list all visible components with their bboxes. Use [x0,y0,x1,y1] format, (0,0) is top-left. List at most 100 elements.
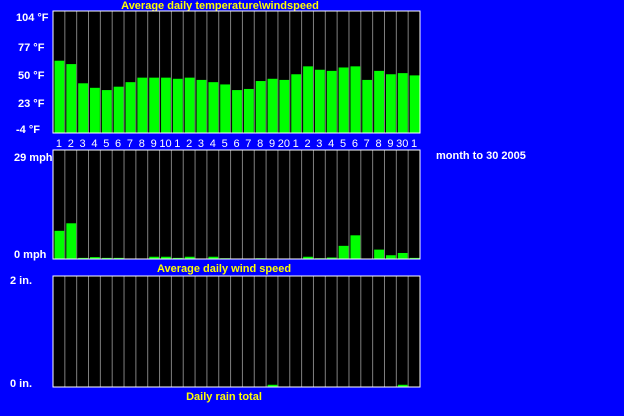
temp-ytick-label: 104 °F [16,12,49,24]
wind-bar [409,257,420,259]
temperature-bar [149,77,160,133]
temp-xtick-label: 2 [304,138,310,150]
temperature-bar [172,78,183,133]
temp-xtick-label: 4 [210,138,216,150]
temperature-bar [385,74,396,133]
temperature-bar [220,84,231,133]
temperature-bar [101,90,112,133]
wind-bar [66,223,77,259]
temperature-bar [374,70,384,133]
wind-bar [149,256,160,259]
temp-xtick-label: 9 [387,138,393,150]
temp-xtick-label: 2 [186,138,192,150]
temperature-bar [350,66,361,133]
temp-xtick-label: 1 [174,138,180,150]
temperature-bar [338,67,349,133]
rain-plot-border [52,275,421,388]
temp-xtick-label: 9 [151,138,157,150]
rain-chart-title: Daily rain total [186,391,262,403]
temperature-bar [326,70,337,133]
temp-xtick-label: 3 [198,138,204,150]
temperature-bar [78,83,89,133]
temp-xtick-label: 6 [233,138,239,150]
wind-bar [326,257,337,259]
temperature-plot-border [52,10,421,134]
temperature-bar [397,73,408,133]
wind-ytick-label: 29 mph [14,152,53,164]
temperature-bar [314,69,325,133]
temperature-bar [137,77,148,133]
wind-bar [303,256,313,259]
rain-bar [267,384,278,387]
temp-ytick-label: 50 °F [18,70,45,82]
wind-bar [54,230,65,259]
temp-xtick-label: 1 [56,138,62,150]
rain-plot-area [53,276,420,387]
wind-bar [172,257,183,259]
temp-xtick-label: 1 [293,138,299,150]
rain-ytick-label: 2 in. [10,275,32,287]
temperature-bar [303,66,313,133]
temp-xtick-label: 30 [396,138,408,150]
wind-bar [338,245,349,259]
wind-bar [78,257,89,259]
temp-xtick-label: 3 [80,138,86,150]
temp-ytick-label: -4 °F [16,124,40,136]
wind-chart-title: Average daily wind speed [157,263,291,275]
period-note: month to 30 2005 [436,150,526,162]
temp-xtick-label: 20 [278,138,290,150]
wind-plot-area [53,150,420,259]
temperature-bar [66,64,77,133]
wind-bar [184,256,195,259]
temp-xtick-label: 7 [364,138,370,150]
rain-ytick-label: 0 in. [10,378,32,390]
temperature-bar [196,79,207,133]
temp-xtick-label: 5 [340,138,346,150]
temperature-bar [409,75,420,133]
temp-ytick-label: 23 °F [18,98,45,110]
temperature-bar [267,78,278,133]
wind-bar [385,255,396,259]
temp-xtick-label: 3 [316,138,322,150]
wind-bar [161,256,171,259]
temp-xtick-label: 5 [103,138,109,150]
wind-bar [397,252,408,259]
temp-xtick-label: 7 [127,138,133,150]
wind-bar [101,257,112,259]
chart-marks: 1 2 3 4 5 6 7 8 9 10 1 2 3 4 5 6 7 8 9 20 1 2 3 4 5 6 7 8 9 30 1 [52,10,421,388]
temperature-bar [184,77,195,133]
wind-plot-border [52,149,421,260]
temp-xtick-label: 4 [91,138,97,150]
temperature-chart-title: Average daily temperature\windspeed [121,0,319,12]
wind-bar [90,257,100,259]
temperature-bar [208,82,219,133]
temperature-bar [255,81,266,133]
temp-xtick-label: 10 [159,138,171,150]
temp-xtick-label: 1 [411,138,417,150]
temperature-bar [279,79,290,133]
wind-bar [350,235,361,259]
temp-xtick-label: 6 [115,138,121,150]
temp-xtick-label: 9 [269,138,275,150]
temp-xtick-label: 8 [139,138,145,150]
temperature-bar [54,60,65,133]
temperature-bar [243,88,254,133]
temp-xtick-label: 4 [328,138,334,150]
rain-bar [397,384,408,387]
wind-bar [113,257,124,259]
temperature-bar [362,79,373,133]
temperature-bar [161,77,171,133]
temperature-bar [90,87,100,133]
temp-xtick-label: 6 [352,138,358,150]
temperature-bar [125,82,136,133]
temp-ytick-label: 77 °F [18,42,45,54]
temperature-bar [113,86,124,133]
temp-xtick-label: 2 [68,138,74,150]
temp-xtick-label: 8 [376,138,382,150]
temp-xtick-label: 8 [257,138,263,150]
temperature-bar [232,90,242,133]
temperature-bar [291,74,302,133]
temp-xtick-label: 5 [222,138,228,150]
